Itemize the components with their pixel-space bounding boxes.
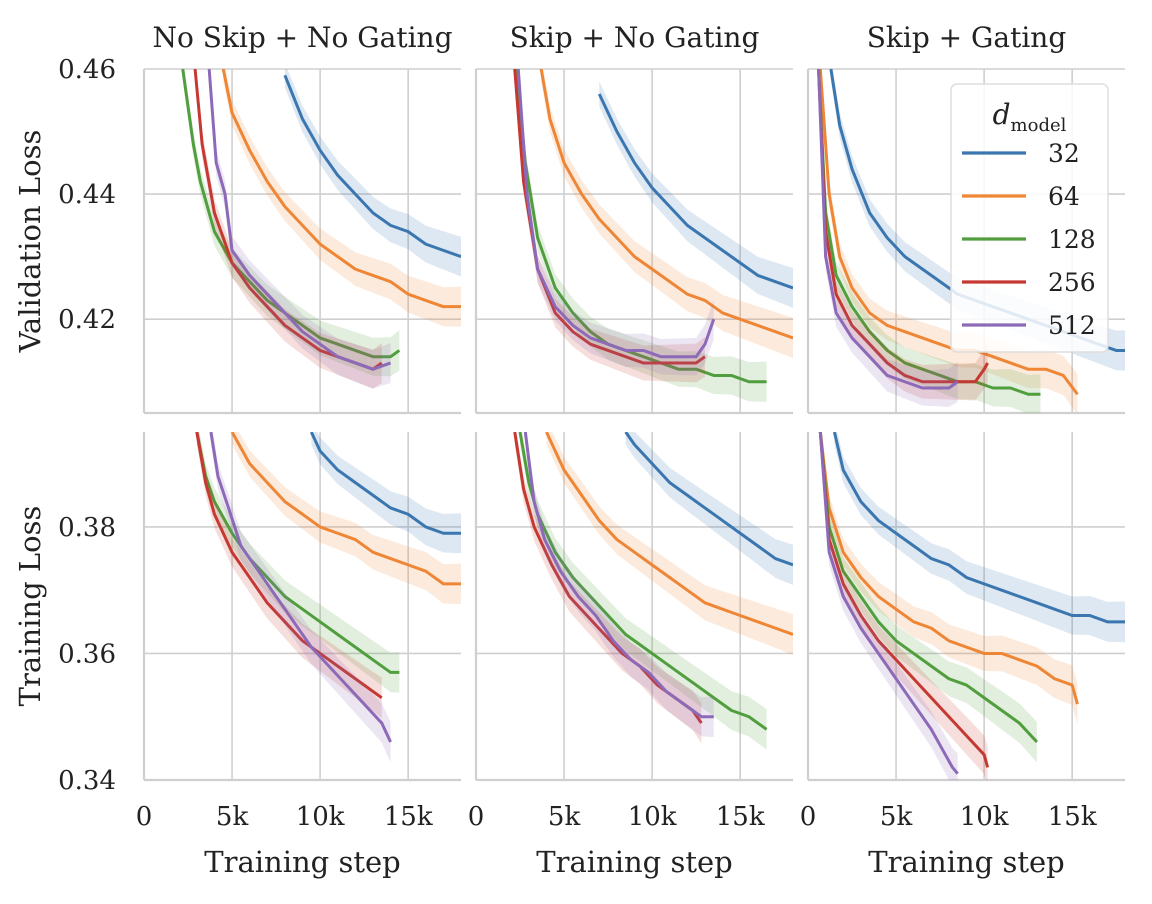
series-band-128 [182,69,400,377]
legend-label-64: 64 [1048,182,1080,211]
x-tick-label: 5k [216,802,249,832]
series-band-32 [311,432,461,554]
series-band-256 [196,432,382,718]
y-tick-label: 0.46 [58,55,116,85]
x-axis-title: Training step [204,845,400,879]
panel-2: Skip + No Gating [474,21,793,415]
y-tick-label: 0.42 [58,305,116,335]
panel-4: 0.34 0.36 0.38 0 5k 10k 15k Training step Traini… [13,432,461,879]
series-band-64 [232,432,461,605]
series-line-64 [539,69,793,340]
y-axis-title: Validation Loss [13,130,47,354]
series-band-256 [195,69,382,389]
y-tick-label: 0.44 [58,180,116,210]
series-line-128 [818,432,1039,744]
series-line-512 [818,432,959,775]
panel-3: Skip + Gating dmodel 32 64 128 256 512 [806,21,1125,415]
x-tick-label: 10k [296,802,345,832]
x-tick-label: 15k [1048,802,1097,832]
series-line-256 [817,69,989,384]
series-line-64 [221,69,461,309]
series-band-32 [599,81,793,308]
x-tick-label: 0 [800,802,817,832]
x-tick-label: 0 [468,802,485,832]
series-line-64 [818,432,1079,705]
series-band-128 [818,69,1041,413]
panel-1: 0.42 0.44 0.46 No Skip + No Gating Validatio… [13,21,461,415]
series-band-256 [820,432,988,780]
series-band-64 [546,432,793,655]
series-line-64 [545,432,793,636]
legend-label-256: 256 [1048,268,1096,297]
series-band-512 [525,432,714,737]
series-band-256 [514,69,705,383]
series-line-32 [624,432,793,567]
series-band-32 [834,432,1125,643]
series-band-256 [514,432,702,744]
panel-5: 0 5k 10k 15k Training step [468,432,793,879]
series-line-256 [818,432,990,768]
series-band-64 [223,69,461,327]
y-axis-title: Training Loss [13,506,47,707]
series-band-32 [284,69,461,277]
legend-frame [950,83,1109,353]
x-tick-label: 10k [960,802,1009,832]
series-line-32 [283,74,461,259]
series-band-32 [625,432,793,585]
series-band-512 [518,69,714,376]
x-tick-label: 5k [880,802,913,832]
series-line-32 [832,432,1125,624]
series-line-32 [597,93,793,290]
series-line-32 [309,432,461,535]
panel-6: 0 5k 10k 15k Training step [800,432,1125,879]
series-line-512 [817,69,959,390]
series-line-128 [195,432,400,674]
x-tick-label: 0 [136,802,153,832]
legend-label-32: 32 [1048,139,1080,168]
series-line-512 [207,69,392,371]
series-line-128 [515,69,767,384]
x-axis-title: Training step [536,845,732,879]
series-band-64 [820,432,1078,725]
series-band-512 [209,69,391,389]
legend-title: dmodel [993,98,1067,136]
series-line-64 [818,69,1079,396]
series-line-512 [523,432,714,719]
panel-title: Skip + Gating [867,21,1067,54]
series-band-128 [196,432,400,693]
panel-title: No Skip + No Gating [152,21,452,54]
series-line-512 [209,432,392,743]
x-tick-label: 15k [384,802,433,832]
series-line-64 [230,432,461,586]
y-tick-label: 0.38 [58,513,116,543]
panel-title: Skip + No Gating [510,21,760,54]
legend: dmodel 32 64 128 256 512 [950,83,1109,353]
series-band-128 [520,432,767,750]
series-band-64 [820,69,1078,413]
x-tick-label: 5k [548,802,581,832]
series-line-512 [516,69,716,359]
x-tick-label: 10k [628,802,677,832]
series-line-128 [518,432,768,731]
legend-label-512: 512 [1048,311,1096,340]
series-band-512 [818,69,958,408]
series-band-512 [210,432,391,763]
series-line-128 [817,69,1041,396]
series-band-128 [820,432,1037,763]
x-axis-title: Training step [868,845,1064,879]
x-tick-label: 15k [716,802,765,832]
y-tick-label: 0.36 [58,639,116,669]
series-line-256 [195,432,383,699]
series-band-256 [818,69,988,401]
y-tick-label: 0.34 [58,766,116,796]
legend-label-128: 128 [1048,225,1096,254]
